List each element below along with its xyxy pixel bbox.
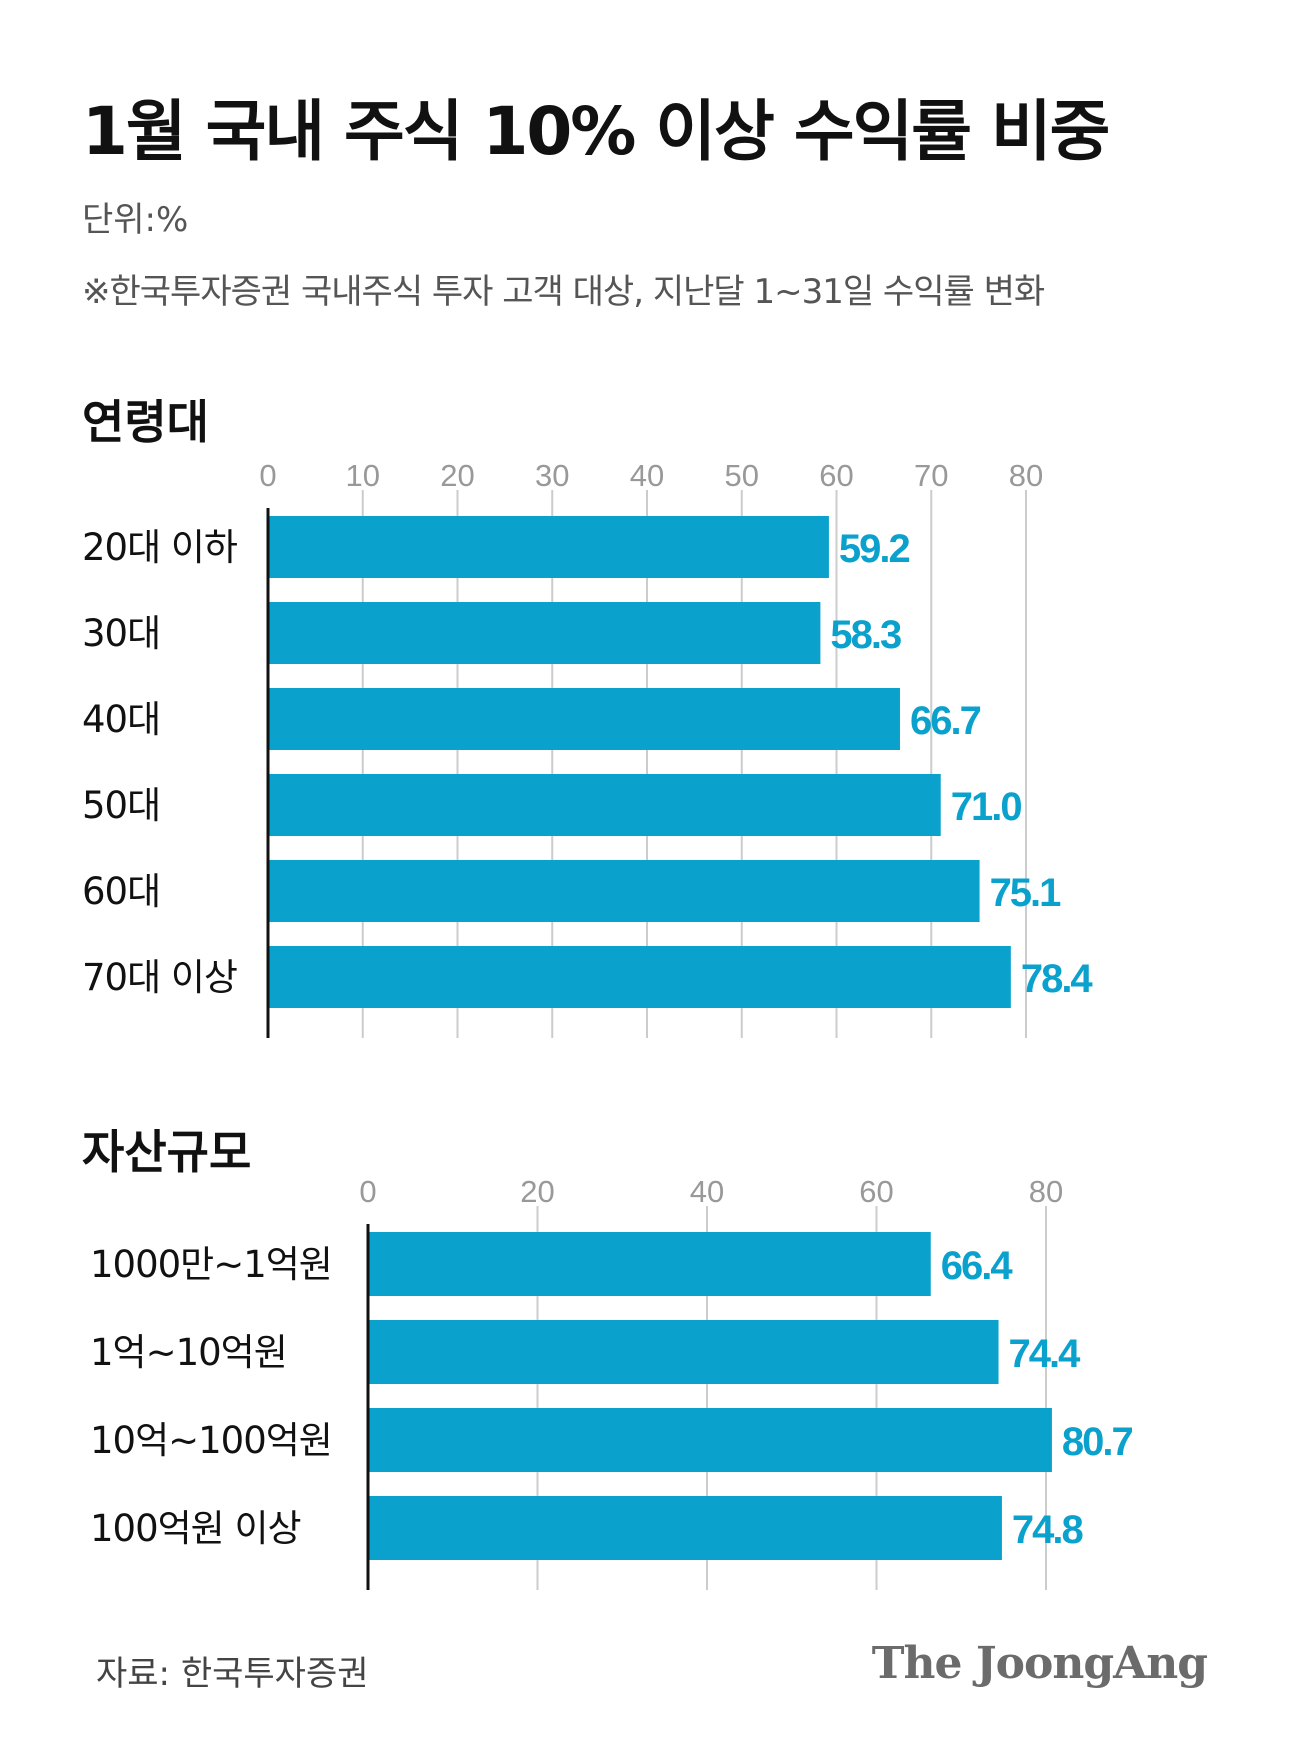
bar (268, 688, 900, 750)
age-section-title: 연령대 (82, 395, 209, 449)
bar (368, 1496, 1002, 1560)
x-tick-label: 40 (630, 458, 664, 493)
category-label: 20대 이하 (82, 526, 238, 569)
x-tick-label: 60 (859, 1174, 893, 1209)
x-tick-label: 80 (1009, 458, 1043, 493)
category-label: 50대 (82, 784, 160, 827)
x-tick-label: 20 (440, 458, 474, 493)
x-tick-label: 0 (259, 458, 276, 493)
value-label: 58.3 (830, 613, 901, 657)
unit-label: 단위:% (82, 200, 189, 240)
publisher-logo: The JoongAng (871, 1638, 1208, 1689)
asset-section-title: 자산규모 (82, 1125, 252, 1179)
category-label: 1000만~1억원 (90, 1243, 332, 1286)
footnote: ※한국투자증권 국내주식 투자 고객 대상, 지난달 1~31일 수익률 변화 (82, 272, 1045, 312)
category-label: 100억원 이상 (90, 1507, 301, 1550)
age-bar-chart: 0 10 20 30 40 50 60 70 80 20대 이하 59.2 30대 58.3 40대 66.… (82, 458, 1095, 1038)
category-label: 30대 (82, 612, 160, 655)
category-label: 40대 (82, 698, 160, 741)
value-label: 74.4 (1009, 1332, 1082, 1376)
x-tick-label: 20 (520, 1174, 554, 1209)
bar (268, 774, 941, 836)
chart-title: 1월 국내 주식 10% 이상 수익률 비중 (82, 93, 1110, 170)
category-label: 60대 (82, 870, 160, 913)
value-label: 59.2 (839, 527, 910, 571)
value-label: 80.7 (1062, 1420, 1133, 1464)
bar (268, 860, 980, 922)
asset-bar-chart: 0 20 40 60 80 1000만~1억원 66.4 1억~10억원 74.4 10억~100… (90, 1174, 1135, 1590)
value-label: 75.1 (990, 871, 1062, 915)
bar (368, 1320, 999, 1384)
x-tick-label: 70 (914, 458, 948, 493)
category-label: 70대 이상 (82, 956, 237, 999)
x-tick-label: 10 (346, 458, 380, 493)
value-label: 66.4 (941, 1244, 1014, 1288)
x-tick-label: 40 (690, 1174, 724, 1209)
x-tick-label: 80 (1029, 1174, 1063, 1209)
value-label: 66.7 (910, 699, 981, 743)
x-tick-label: 30 (535, 458, 569, 493)
bar (268, 602, 821, 664)
value-label: 78.4 (1021, 957, 1094, 1001)
bar (368, 1408, 1052, 1472)
bar (368, 1232, 931, 1296)
value-label: 71.0 (951, 785, 1022, 829)
category-label: 1억~10억원 (90, 1331, 287, 1374)
category-label: 10억~100억원 (90, 1419, 332, 1462)
x-tick-label: 60 (819, 458, 853, 493)
x-tick-label: 50 (725, 458, 759, 493)
value-label: 74.8 (1012, 1508, 1084, 1552)
bar (268, 516, 829, 578)
x-tick-label: 0 (359, 1174, 376, 1209)
source-note: 자료: 한국투자증권 (96, 1654, 369, 1694)
bar (268, 946, 1011, 1008)
